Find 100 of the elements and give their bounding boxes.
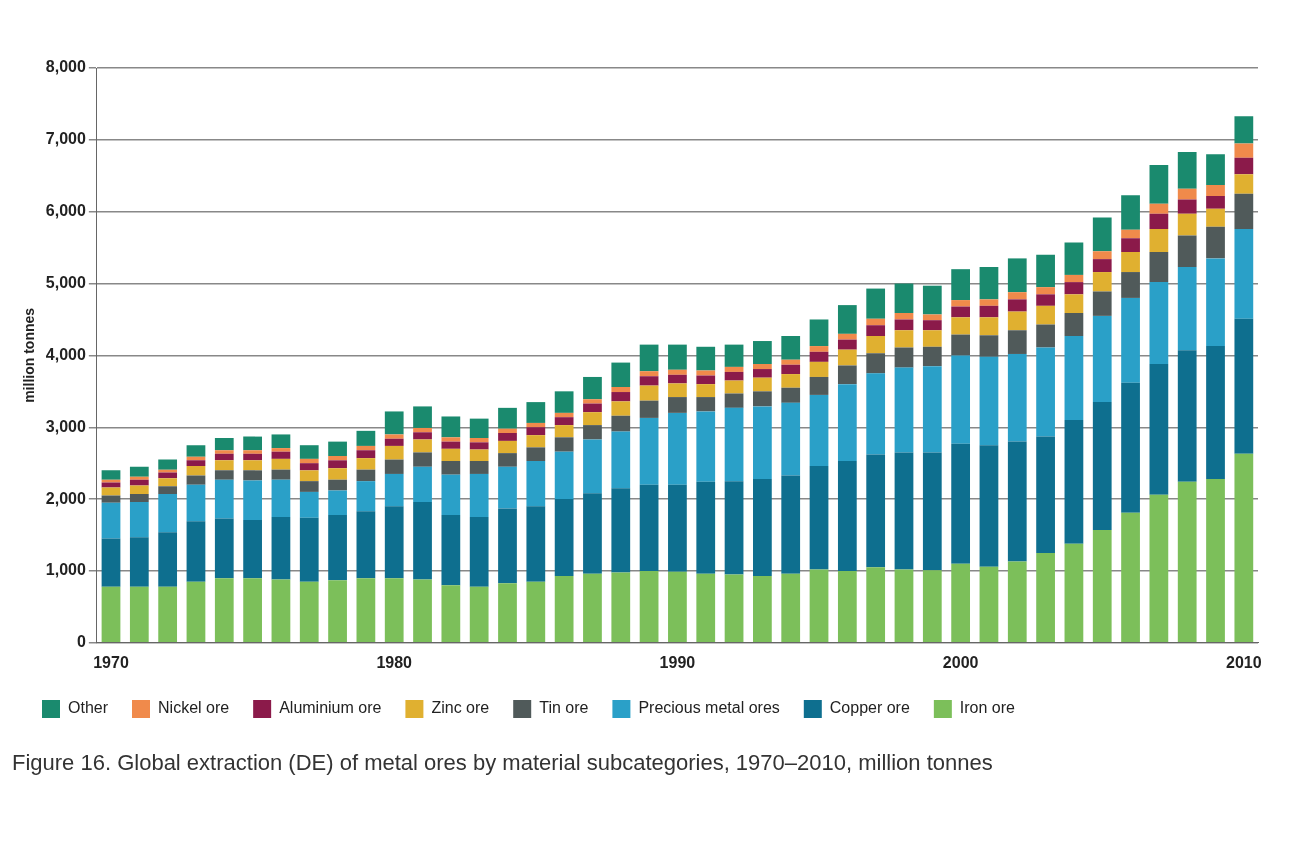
bar: [1206, 185, 1225, 196]
bar: [583, 376, 602, 400]
bar: [214, 578, 234, 643]
bar: [922, 452, 942, 571]
bar: [668, 571, 687, 643]
bar: [101, 495, 121, 503]
bar: [356, 481, 376, 512]
bar: [1234, 157, 1254, 175]
bar: [922, 570, 942, 643]
bar: [129, 494, 149, 502]
x-tick-label: 1970: [93, 653, 129, 671]
bar: [1064, 274, 1084, 283]
bar: [1177, 152, 1197, 189]
bar: [498, 428, 517, 433]
bar: [668, 383, 687, 398]
bar: [299, 581, 319, 643]
bar: [894, 319, 914, 331]
bar: [951, 306, 971, 318]
bar: [611, 415, 631, 432]
bar: [214, 460, 234, 471]
bar: [554, 437, 574, 452]
bar: [101, 538, 121, 587]
bar: [498, 407, 517, 429]
bar: [158, 459, 178, 470]
bar: [469, 586, 489, 643]
legend-label: Aluminium ore: [279, 699, 382, 717]
bar: [554, 391, 574, 413]
bar: [639, 484, 659, 571]
bar: [583, 573, 602, 643]
legend-label: Nickel ore: [158, 699, 230, 717]
bar: [611, 572, 631, 643]
bar: [1121, 512, 1140, 643]
bar: [1206, 258, 1225, 347]
bar: [554, 425, 574, 438]
legend-label: Iron ore: [959, 699, 1016, 717]
bar: [299, 481, 319, 492]
y-tick-label: 3,000: [45, 417, 86, 435]
bar: [1064, 294, 1084, 314]
bar: [328, 580, 347, 643]
bar: [1036, 436, 1055, 553]
bar: [781, 573, 801, 643]
bar: [979, 356, 999, 446]
bar: [526, 402, 546, 423]
bar: [1064, 336, 1084, 421]
bar: [328, 441, 347, 456]
y-tick-label: 0: [76, 633, 86, 651]
bar: [441, 416, 461, 438]
bar: [668, 484, 687, 572]
bar: [951, 269, 971, 301]
bar: [469, 473, 489, 518]
bar: [866, 325, 886, 336]
bar: [1064, 282, 1084, 295]
bar: [328, 455, 347, 461]
bar: [922, 320, 942, 331]
bar: [1007, 561, 1027, 643]
bar: [1234, 193, 1254, 229]
bar: [243, 460, 262, 471]
bar: [469, 461, 489, 474]
bar: [583, 425, 602, 440]
bar: [328, 479, 347, 491]
bar: [611, 431, 631, 489]
bar: [1092, 402, 1112, 530]
bar: [866, 288, 886, 319]
bar: [639, 385, 659, 401]
bar: [158, 586, 178, 643]
bar: [384, 506, 404, 579]
bar: [781, 364, 801, 375]
bar: [866, 318, 886, 326]
legend-label: Other: [68, 699, 109, 717]
bar: [498, 466, 517, 509]
bar: [979, 299, 999, 306]
bar: [1007, 353, 1027, 442]
bar: [866, 373, 886, 455]
legend-label: Precious metal ores: [638, 699, 780, 717]
bar: [583, 412, 602, 426]
bar: [129, 476, 149, 480]
bar: [979, 317, 999, 336]
bar: [526, 581, 546, 643]
bar: [696, 384, 716, 398]
bar: [413, 432, 432, 440]
bar: [413, 466, 432, 502]
bar: [384, 473, 404, 507]
bar: [583, 439, 602, 494]
bar: [1007, 258, 1027, 293]
bar: [1007, 311, 1027, 331]
bar: [1234, 453, 1254, 643]
bar: [611, 387, 631, 393]
bar: [1121, 272, 1140, 298]
bar: [1092, 291, 1112, 316]
bar: [356, 458, 376, 470]
bar: [979, 445, 999, 567]
bar: [753, 575, 772, 643]
bar: [299, 445, 319, 459]
bar: [129, 485, 149, 495]
bar: [1092, 259, 1112, 273]
bar: [356, 578, 376, 643]
y-tick-label: 5,000: [45, 273, 86, 291]
bar: [129, 466, 149, 477]
y-tick-label: 7,000: [45, 130, 86, 148]
bar: [951, 317, 971, 335]
